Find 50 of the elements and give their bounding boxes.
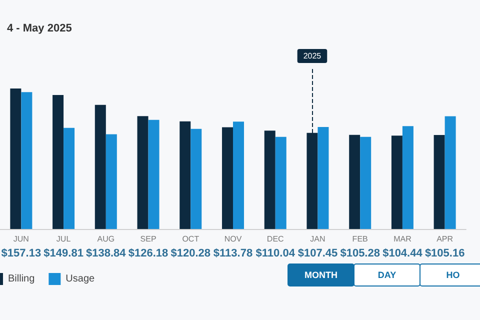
data-label: $149.81 — [44, 248, 84, 260]
ref-line-label: 2025 — [303, 52, 322, 60]
bar — [180, 121, 191, 229]
bar — [434, 134, 445, 229]
x-tick-label: SEP — [140, 234, 156, 244]
bar — [264, 130, 276, 229]
data-label: $157.13 — [1, 248, 42, 260]
bar — [52, 95, 64, 229]
text: HO — [446, 270, 460, 280]
legend-label: Billing — [8, 274, 35, 284]
data-label: $138.84 — [86, 248, 127, 260]
x-tick-label: NOV — [224, 234, 242, 244]
legend-label: Usage — [66, 274, 96, 284]
x-tick-label: OCT — [182, 234, 200, 244]
bar — [402, 126, 414, 229]
x-tick-label: FEB — [352, 234, 368, 244]
data-label: $110.04 — [256, 248, 296, 260]
data-label: $104.44 — [382, 248, 424, 260]
chart-title: 4 - May 2025 — [7, 22, 72, 34]
bar — [10, 88, 22, 229]
bar — [349, 134, 360, 229]
bar — [106, 134, 117, 229]
x-tick-label: APR — [436, 234, 454, 244]
bar — [64, 128, 75, 229]
data-label: $105.28 — [340, 248, 380, 260]
bar — [360, 136, 372, 229]
bar — [222, 127, 233, 229]
x-tick-label: AUG — [97, 234, 115, 244]
x-tick-label: DEC — [266, 234, 284, 244]
bar — [94, 104, 106, 229]
bar — [21, 92, 32, 229]
data-label: $113.78 — [213, 248, 253, 260]
x-tick-label: JUL — [56, 234, 72, 244]
x-tick-label: JUN — [13, 234, 30, 244]
bar — [233, 122, 244, 229]
text: MONTH — [304, 270, 338, 280]
bar — [391, 136, 402, 229]
bar — [318, 127, 329, 229]
text: DAY — [378, 270, 396, 280]
x-tick-label: JAN — [310, 234, 326, 244]
bar — [190, 128, 202, 229]
data-label: $126.18 — [128, 248, 168, 260]
data-label: $107.45 — [298, 248, 338, 260]
bar — [137, 116, 148, 229]
data-label: $105.16 — [424, 248, 465, 260]
data-label: $120.28 — [170, 248, 211, 260]
x-tick-label: MAR — [394, 234, 412, 244]
bar — [275, 136, 286, 229]
bar — [148, 120, 160, 229]
bar — [444, 116, 456, 229]
